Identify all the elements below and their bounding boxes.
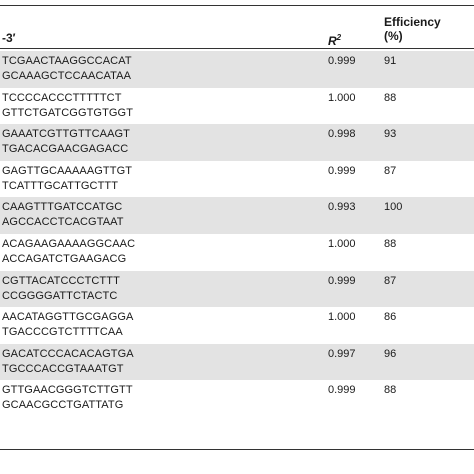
primer-sequences: ACAGAAGAAAAGGCAAC ACCAGATCTGAAGACG xyxy=(2,237,135,267)
forward-primer: GTTGAACGGGTCTTGTT xyxy=(2,384,133,397)
reverse-primer: GCAAAGCTCCAACATAA xyxy=(2,70,132,82)
r2-value: 1.000 xyxy=(328,91,356,104)
forward-primer: AACATAGGTTGCGAGGA xyxy=(2,311,134,324)
table-row: GAAATCGTTGTTCAAGT TGACACGAACGAGACC 0.998 … xyxy=(0,124,474,161)
primer-sequences: AACATAGGTTGCGAGGA TGACCCGTCTTTTCAA xyxy=(2,310,133,340)
r2-header-symbol: R xyxy=(328,34,337,48)
reverse-primer: AGCCACCTCACGTAAT xyxy=(2,216,124,229)
efficiency-value: 87 xyxy=(384,164,397,177)
r2-value: 0.999 xyxy=(328,164,356,177)
table-row: ACAGAAGAAAAGGCAAC ACCAGATCTGAAGACG 1.000 … xyxy=(0,234,474,271)
table-row: TCCCCACCCTTTTTCT GTTCTGATCGGTGTGGT 1.000 … xyxy=(0,88,474,125)
table-row: AACATAGGTTGCGAGGA TGACCCGTCTTTTCAA 1.000 … xyxy=(0,307,474,344)
primer-sequences: GTTGAACGGGTCTTGTT GCAACGCCTGATTATG xyxy=(2,383,133,413)
primer-sequences: CGTTACATCCCTCTTT CCGGGGATTCTACTC xyxy=(2,274,120,304)
r2-value: 0.999 xyxy=(328,274,356,287)
efficiency-value: 88 xyxy=(384,384,397,397)
efficiency-value: 93 xyxy=(384,128,397,141)
efficiency-value: 87 xyxy=(384,274,397,287)
reverse-primer: TGACACGAACGAGACC xyxy=(2,143,129,156)
primer-sequences: CAAGTTTGATCCATGC AGCCACCTCACGTAAT xyxy=(2,200,124,230)
table-row: CAAGTTTGATCCATGC AGCCACCTCACGTAAT 0.993 1… xyxy=(0,197,474,234)
efficiency-value: 88 xyxy=(384,237,397,250)
table-bottom-rule xyxy=(0,449,474,450)
primer-sequences: GACATCCCACACAGTGA TGCCCACCGTAAATGT xyxy=(2,347,134,377)
reverse-primer: ACCAGATCTGAAGACG xyxy=(2,252,127,265)
forward-primer: GAGTTGCAAAAAGTTGT xyxy=(2,164,133,177)
forward-primer: CAAGTTTGATCCATGC xyxy=(2,201,123,214)
table-row: GACATCCCACACAGTGA TGCCCACCGTAAATGT 0.997 … xyxy=(0,343,474,381)
reverse-primer: GCAACGCCTGATTATG xyxy=(2,399,124,412)
primer-sequences: TCGAACTAAGGCCACAT GCAAAGCTCCAACATAA xyxy=(2,54,132,84)
reverse-primer: TCATTTGCATTGCTTT xyxy=(2,179,119,192)
efficiency-value: 91 xyxy=(384,55,397,67)
sequence-column-header: -3′ xyxy=(2,31,16,45)
r2-value: 1.000 xyxy=(328,311,356,324)
r2-header-superscript: 2 xyxy=(336,33,342,42)
r2-value: 0.993 xyxy=(328,201,356,214)
reverse-primer: GTTCTGATCGGTGTGGT xyxy=(2,106,134,119)
forward-primer: CGTTACATCCCTCTTT xyxy=(2,274,120,287)
table-top-rule xyxy=(0,5,474,6)
efficiency-value: 96 xyxy=(384,347,397,360)
primer-sequences: GAGTTGCAAAAAGTTGT TCATTTGCATTGCTTT xyxy=(2,164,132,194)
forward-primer: GACATCCCACACAGTGA xyxy=(2,347,134,360)
efficiency-value: 88 xyxy=(384,91,397,104)
primer-sequences: GAAATCGTTGTTCAAGT TGACACGAACGAGACC xyxy=(2,127,130,157)
efficiency-column-header: Efficiency (%) xyxy=(384,15,441,43)
r2-value: 0.998 xyxy=(328,128,356,141)
table-row: GTTGAACGGGTCTTGTT GCAACGCCTGATTATG 0.999 … xyxy=(0,380,474,417)
r2-value: 1.000 xyxy=(328,237,356,250)
table-body: TCGAACTAAGGCCACAT GCAAAGCTCCAACATAA 0.999… xyxy=(0,51,474,417)
reverse-primer: TGCCCACCGTAAATGT xyxy=(2,362,124,375)
forward-primer: GAAATCGTTGTTCAAGT xyxy=(2,128,130,141)
forward-primer: TCGAACTAAGGCCACAT xyxy=(2,55,132,67)
table-row: GAGTTGCAAAAAGTTGT TCATTTGCATTGCTTT 0.999 … xyxy=(0,161,474,198)
primer-sequences: TCCCCACCCTTTTTCT GTTCTGATCGGTGTGGT xyxy=(2,91,133,121)
r2-value: 0.999 xyxy=(328,55,356,67)
table-row: TCGAACTAAGGCCACAT GCAAAGCTCCAACATAA 0.999… xyxy=(0,51,474,88)
r2-value: 0.997 xyxy=(328,347,356,360)
efficiency-value: 86 xyxy=(384,311,397,324)
reverse-primer: TGACCCGTCTTTTCAA xyxy=(2,326,123,339)
efficiency-header-line1: Efficiency xyxy=(384,15,441,29)
r2-column-header: R2 xyxy=(328,31,341,48)
r2-value: 0.999 xyxy=(328,384,356,397)
header-rule xyxy=(0,48,474,49)
forward-primer: ACAGAAGAAAAGGCAAC xyxy=(2,237,136,250)
forward-primer: TCCCCACCCTTTTTCT xyxy=(2,91,122,104)
table-row: CGTTACATCCCTCTTT CCGGGGATTCTACTC 0.999 87 xyxy=(0,270,474,308)
reverse-primer: CCGGGGATTCTACTC xyxy=(2,289,118,302)
efficiency-header-line2: (%) xyxy=(384,29,403,43)
efficiency-value: 100 xyxy=(384,201,403,214)
